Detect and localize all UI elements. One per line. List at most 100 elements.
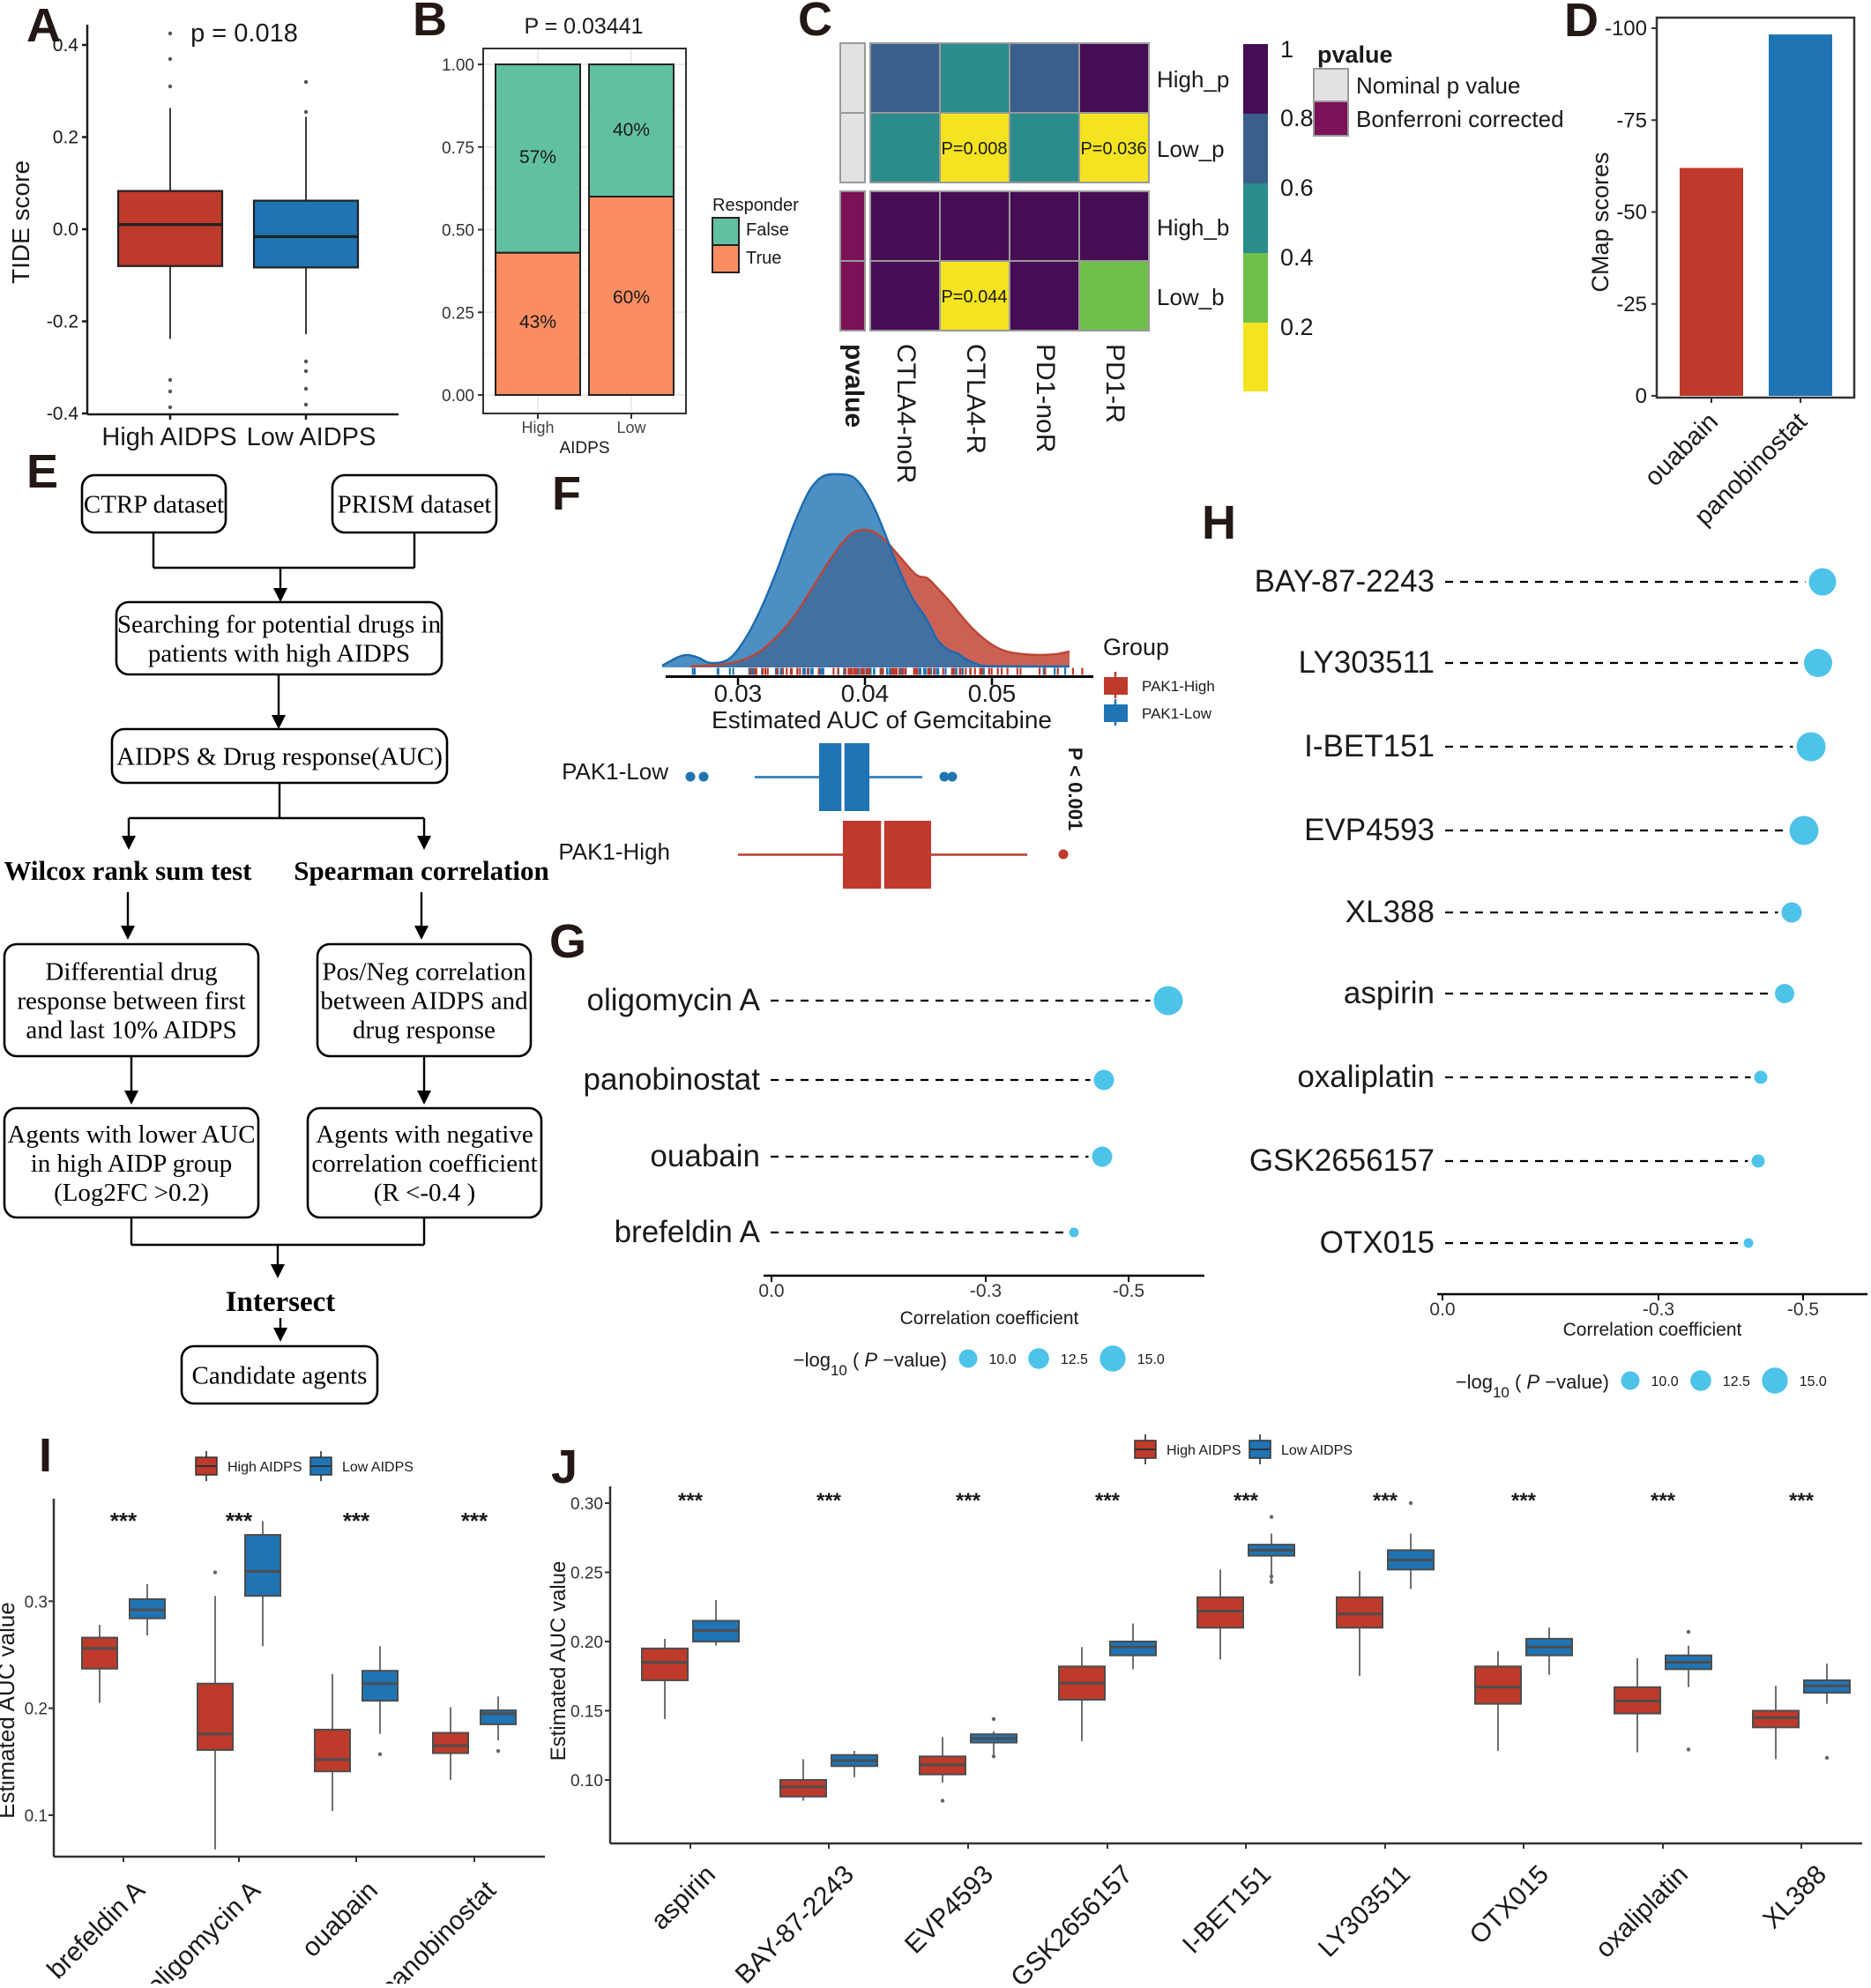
svg-text:Low_b: Low_b	[1157, 284, 1225, 310]
svg-text:0.25: 0.25	[442, 304, 474, 323]
svg-text:***: ***	[1373, 1489, 1398, 1513]
svg-text:PAK1-Low: PAK1-Low	[562, 758, 668, 785]
svg-text:drug response: drug response	[353, 1016, 496, 1044]
svg-text:Group: Group	[1103, 634, 1169, 660]
svg-text:P=0.044: P=0.044	[941, 287, 1007, 307]
svg-text:OTX015: OTX015	[1320, 1225, 1435, 1260]
svg-text:High_b: High_b	[1157, 214, 1229, 241]
svg-text:ouabain: ouabain	[650, 1139, 760, 1173]
svg-text:Low AIDPS: Low AIDPS	[1281, 1443, 1353, 1458]
svg-text:Nominal p value: Nominal p value	[1356, 72, 1520, 99]
svg-text:(R <-0.4 ): (R <-0.4 )	[374, 1179, 475, 1207]
svg-text:60%: 60%	[613, 287, 650, 308]
svg-text:A: A	[26, 0, 61, 52]
svg-text:***: ***	[343, 1508, 370, 1534]
svg-text:High_p: High_p	[1157, 66, 1229, 93]
svg-text:PRISM dataset: PRISM dataset	[338, 490, 492, 518]
svg-text:F: F	[552, 467, 581, 520]
svg-text:aspirin: aspirin	[1344, 976, 1435, 1010]
svg-text:0.05: 0.05	[968, 680, 1017, 707]
svg-text:-0.4: -0.4	[47, 404, 79, 424]
svg-text:PD1-R: PD1-R	[1100, 344, 1129, 423]
svg-text:-75: -75	[1616, 108, 1647, 132]
svg-text:Wilcox rank sum test: Wilcox rank sum test	[4, 855, 252, 886]
svg-text:I-BET151: I-BET151	[1304, 729, 1435, 763]
svg-text:0: 0	[1636, 384, 1647, 408]
svg-text:***: ***	[956, 1489, 981, 1513]
svg-text:***: ***	[1789, 1489, 1815, 1513]
svg-text:High: High	[521, 419, 554, 436]
svg-text:0.1: 0.1	[25, 1807, 48, 1826]
svg-text:Low: Low	[616, 419, 646, 436]
svg-text:Low_p: Low_p	[1157, 136, 1225, 162]
svg-text:0.0: 0.0	[1429, 1299, 1455, 1320]
svg-text:43%: 43%	[519, 312, 556, 332]
svg-text:AIDPS: AIDPS	[559, 439, 609, 458]
svg-text:oligomycin A: oligomycin A	[587, 983, 761, 1017]
svg-text:***: ***	[1095, 1489, 1121, 1513]
svg-text:oxaliplatin: oxaliplatin	[1297, 1060, 1435, 1094]
svg-text:0.2: 0.2	[1280, 314, 1314, 340]
svg-text:Estimated AUC value: Estimated AUC value	[547, 1561, 570, 1761]
svg-text:0.75: 0.75	[442, 139, 474, 158]
svg-text:0.8: 0.8	[1280, 105, 1314, 131]
svg-text:I: I	[39, 1429, 52, 1482]
svg-text:0.15: 0.15	[570, 1703, 603, 1722]
svg-text:PD1-noR: PD1-noR	[1031, 344, 1060, 452]
svg-text:between AIDPS and: between AIDPS and	[320, 987, 528, 1015]
svg-text:***: ***	[678, 1489, 704, 1513]
svg-text:p = 0.018: p = 0.018	[190, 19, 298, 48]
svg-text:P < 0.001: P < 0.001	[1064, 748, 1086, 830]
svg-text:C: C	[798, 0, 832, 46]
svg-text:False: False	[746, 220, 789, 240]
svg-text:D: D	[1564, 0, 1599, 47]
svg-text:Intersect: Intersect	[226, 1286, 336, 1318]
svg-text:panobinostat: panobinostat	[584, 1062, 761, 1097]
svg-text:10.0: 10.0	[1651, 1374, 1679, 1389]
svg-text:CMap scores: CMap scores	[1587, 152, 1614, 292]
svg-text:0.50: 0.50	[442, 222, 474, 241]
svg-text:Responder: Responder	[712, 196, 799, 215]
svg-text:TIDE score: TIDE score	[7, 160, 34, 284]
svg-text:brefeldin A: brefeldin A	[615, 1215, 761, 1249]
svg-text:-0.5: -0.5	[1113, 1281, 1144, 1301]
svg-text:PAK1-High: PAK1-High	[558, 838, 670, 865]
svg-text:CTLA4-R: CTLA4-R	[961, 344, 990, 454]
svg-text:High AIDPS: High AIDPS	[227, 1460, 302, 1475]
svg-text:0.3: 0.3	[25, 1593, 48, 1612]
svg-text:-50: -50	[1616, 201, 1647, 225]
svg-text:***: ***	[1511, 1489, 1537, 1513]
svg-text:0.0: 0.0	[758, 1281, 784, 1301]
svg-text:High AIDPS: High AIDPS	[1167, 1443, 1241, 1458]
svg-text:0.00: 0.00	[442, 387, 474, 406]
svg-text:0.03: 0.03	[714, 680, 763, 707]
svg-text:P = 0.03441: P = 0.03441	[524, 14, 643, 39]
svg-text:Bonferroni corrected: Bonferroni corrected	[1356, 106, 1564, 132]
svg-text:0.2: 0.2	[53, 128, 78, 148]
svg-text:response between first: response between first	[17, 987, 245, 1015]
svg-text:-100: -100	[1605, 17, 1647, 41]
svg-text:PAK1-Low: PAK1-Low	[1142, 705, 1212, 722]
svg-text:0.20: 0.20	[570, 1634, 603, 1652]
svg-text:-25: -25	[1616, 293, 1647, 316]
svg-text:1: 1	[1280, 36, 1293, 63]
svg-text:E: E	[26, 445, 58, 498]
svg-text:correlation coefficient: correlation coefficient	[311, 1150, 537, 1178]
svg-text:0.30: 0.30	[570, 1495, 603, 1514]
svg-text:-0.3: -0.3	[970, 1281, 1002, 1301]
svg-text:AIDPS & Drug response(AUC): AIDPS & Drug response(AUC)	[116, 742, 443, 771]
svg-text:LY303511: LY303511	[1299, 645, 1435, 680]
svg-text:B: B	[413, 0, 447, 46]
svg-text:0.4: 0.4	[53, 35, 79, 56]
svg-text:(Log2FC >0.2): (Log2FC >0.2)	[54, 1179, 209, 1207]
svg-text:1.00: 1.00	[442, 56, 474, 75]
svg-text:0.4: 0.4	[1280, 244, 1314, 271]
svg-text:0.0: 0.0	[53, 220, 78, 240]
svg-text:Agents with lower AUC: Agents with lower AUC	[7, 1121, 255, 1149]
svg-text:PAK1-High: PAK1-High	[1142, 678, 1215, 695]
svg-text:***: ***	[1651, 1489, 1676, 1513]
svg-text:-0.3: -0.3	[1643, 1299, 1674, 1320]
svg-text:P=0.008: P=0.008	[941, 139, 1007, 159]
svg-text:CTRP dataset: CTRP dataset	[84, 490, 224, 518]
svg-text:-0.5: -0.5	[1787, 1299, 1819, 1320]
